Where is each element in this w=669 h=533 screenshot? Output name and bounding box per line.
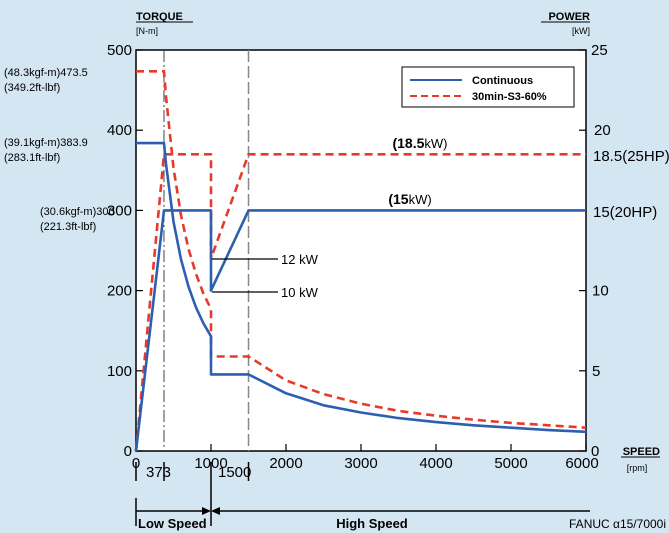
series-power-continuous <box>134 209 586 452</box>
x-tick-label: 5000 <box>494 455 527 472</box>
series-power-30min <box>134 153 586 452</box>
left-annotation-3-line1: (30.6kgf-m)300 <box>40 206 115 218</box>
right-tick-label: 10 <box>592 283 609 300</box>
speed-range-annotations: 373 1500 Low Speed High Speed <box>135 462 590 531</box>
right-axis-title: POWER <box>548 11 590 23</box>
left-axis-unit: [N-m] <box>136 26 158 36</box>
left-tick-label: 0 <box>124 443 132 460</box>
speed-marker-373: 373 <box>146 464 171 481</box>
right-label-18-5: 18.5(25HP) <box>593 148 669 165</box>
x-tick-label: 2000 <box>269 455 302 472</box>
legend-label-30min: 30min-S3-60% <box>472 91 547 103</box>
right-tick-label: 0 <box>591 443 599 460</box>
low-speed-arrowhead <box>202 507 211 515</box>
series-torque-continuous <box>136 141 587 434</box>
x-axis-title: SPEED <box>623 446 660 458</box>
legend-box <box>401 66 575 108</box>
left-axis-ticks: 0 100 200 300 400 500 <box>107 42 143 460</box>
footer-model: FANUC α15/7000i <box>569 517 666 531</box>
left-tick-label: 400 <box>107 122 132 139</box>
left-tick-label: 500 <box>107 42 132 59</box>
x-tick-label: 4000 <box>419 455 452 472</box>
x-tick-label: 6000 <box>565 455 598 472</box>
speed-marker-1500: 1500 <box>218 464 251 481</box>
legend-label-continuous: Continuous <box>472 75 533 87</box>
left-annotation-2-line1: (39.1kgf-m)383.9 <box>4 137 88 149</box>
callout-10kw: 10 kW <box>281 285 319 300</box>
power-label-15kw: (15kW) <box>388 191 431 207</box>
high-speed-arrowhead <box>211 507 220 515</box>
x-axis-unit: [rpm] <box>627 463 648 473</box>
power-label-18-5kw: (18.5kW) <box>392 135 447 151</box>
left-annotation-1-line2: (349.2ft-lbf) <box>4 82 60 94</box>
right-axis-ticks: 0 5 10 20 25 <box>579 42 611 460</box>
right-label-15: 15(20HP) <box>593 204 657 221</box>
left-tick-label: 100 <box>107 363 132 380</box>
left-tick-label: 300 <box>107 202 132 219</box>
right-axis-unit: [kW] <box>572 26 590 36</box>
legend: Continuous 30min-S3-60% <box>401 66 575 108</box>
left-annotation-2-line2: (283.1ft-lbf) <box>4 152 60 164</box>
range-label-low-speed: Low Speed <box>138 516 207 531</box>
left-tick-label: 200 <box>107 283 132 300</box>
range-label-high-speed: High Speed <box>336 516 408 531</box>
right-tick-label: 25 <box>591 42 608 59</box>
left-annotation-3-line2: (221.3ft-lbf) <box>40 221 96 233</box>
left-annotation-1-line1: (48.3kgf-m)473.5 <box>4 67 88 79</box>
plot-area <box>135 49 587 452</box>
left-axis-title: TORQUE <box>136 11 183 23</box>
callout-12kw: 12 kW <box>281 252 319 267</box>
right-tick-label: 20 <box>594 122 611 139</box>
series-group <box>134 70 587 452</box>
x-tick-label: 3000 <box>344 455 377 472</box>
series-torque-30min <box>136 70 587 429</box>
right-tick-label: 5 <box>592 363 600 380</box>
